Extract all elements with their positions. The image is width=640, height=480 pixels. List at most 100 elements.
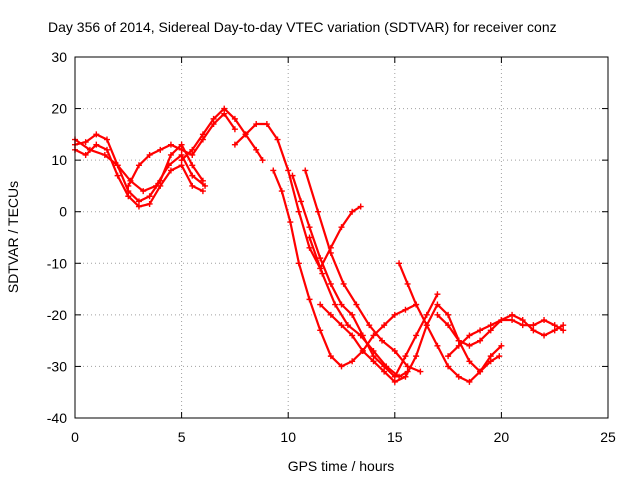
- data-point: [221, 110, 228, 117]
- data-point: [157, 146, 164, 153]
- data-point: [379, 337, 386, 344]
- x-tick-label: 5: [178, 429, 186, 445]
- data-point: [455, 337, 462, 344]
- data-point: [496, 353, 503, 360]
- data-point: [86, 146, 93, 153]
- y-tick-label: -10: [47, 255, 67, 271]
- data-point: [519, 317, 526, 324]
- data-point: [297, 198, 304, 205]
- data-point: [338, 322, 345, 329]
- y-tick-label: -30: [47, 358, 67, 374]
- data-point: [278, 188, 285, 195]
- data-point: [487, 353, 494, 360]
- y-axis-label: SDTVAR / TECUs: [5, 181, 21, 293]
- data-point: [477, 327, 484, 334]
- x-tick-label: 15: [387, 429, 403, 445]
- data-point: [317, 327, 324, 334]
- data-point: [317, 255, 324, 262]
- data-point: [541, 332, 548, 339]
- data-point: [167, 167, 174, 174]
- data-point: [259, 157, 266, 164]
- data-point: [135, 162, 142, 169]
- data-point: [445, 363, 452, 370]
- data-point: [349, 358, 356, 365]
- data-point: [413, 332, 420, 339]
- data-point: [101, 151, 108, 158]
- data-point: [93, 141, 100, 148]
- data-point: [434, 301, 441, 308]
- data-point: [165, 162, 172, 169]
- data-point: [349, 311, 356, 318]
- data-point: [210, 121, 217, 128]
- x-tick-label: 10: [280, 429, 296, 445]
- data-point: [93, 131, 100, 138]
- series-sat-f: [231, 121, 364, 272]
- data-point: [221, 105, 228, 112]
- data-point: [560, 327, 567, 334]
- series-sat-c: [72, 136, 209, 195]
- data-point: [381, 368, 388, 375]
- series-sat-i: [302, 167, 424, 375]
- data-point: [455, 373, 462, 380]
- data-point: [402, 373, 409, 380]
- data-point: [404, 280, 411, 287]
- data-point: [140, 188, 147, 195]
- data-point: [103, 146, 110, 153]
- data-point: [366, 322, 373, 329]
- data-point: [285, 167, 292, 174]
- data-point: [466, 332, 473, 339]
- data-point: [189, 172, 196, 179]
- data-point: [327, 280, 334, 287]
- data-point: [153, 182, 160, 189]
- series-line: [304, 169, 422, 373]
- series-line: [73, 143, 204, 208]
- data-point: [253, 121, 260, 128]
- data-point: [306, 224, 313, 231]
- data-point: [178, 151, 185, 158]
- data-point: [199, 136, 206, 143]
- data-point: [402, 306, 409, 313]
- data-point: [178, 162, 185, 169]
- data-point: [295, 208, 302, 215]
- data-point: [466, 342, 473, 349]
- x-tick-label: 25: [600, 429, 616, 445]
- data-point: [338, 224, 345, 231]
- data-point: [327, 311, 334, 318]
- data-point: [167, 141, 174, 148]
- data-point: [125, 193, 132, 200]
- data-point: [146, 193, 153, 200]
- data-point: [332, 301, 339, 308]
- y-tick-label: 0: [59, 204, 67, 220]
- data-point: [509, 311, 516, 318]
- data-point: [417, 368, 424, 375]
- data-point: [274, 136, 281, 143]
- data-point: [413, 353, 420, 360]
- data-point: [383, 363, 390, 370]
- data-point: [253, 146, 260, 153]
- series-sat-k: [317, 301, 503, 385]
- data-point: [189, 151, 196, 158]
- data-point: [146, 200, 153, 207]
- data-point: [338, 363, 345, 370]
- data-point: [349, 332, 356, 339]
- data-point: [189, 146, 196, 153]
- data-point: [103, 136, 110, 143]
- data-point: [509, 317, 516, 324]
- y-tick-label: -20: [47, 307, 67, 323]
- data-point: [178, 141, 185, 148]
- data-point: [477, 368, 484, 375]
- data-point: [402, 353, 409, 360]
- data-point: [560, 322, 567, 329]
- gridlines: [75, 57, 608, 418]
- data-point: [445, 353, 452, 360]
- data-point: [199, 188, 206, 195]
- series-sat-j: [306, 234, 411, 380]
- data-point: [125, 182, 132, 189]
- data-point: [306, 244, 313, 251]
- data-point: [340, 280, 347, 287]
- data-point: [445, 311, 452, 318]
- data-layer: [72, 105, 567, 385]
- data-point: [189, 182, 196, 189]
- series-sat-l: [396, 260, 505, 385]
- data-point: [396, 260, 403, 267]
